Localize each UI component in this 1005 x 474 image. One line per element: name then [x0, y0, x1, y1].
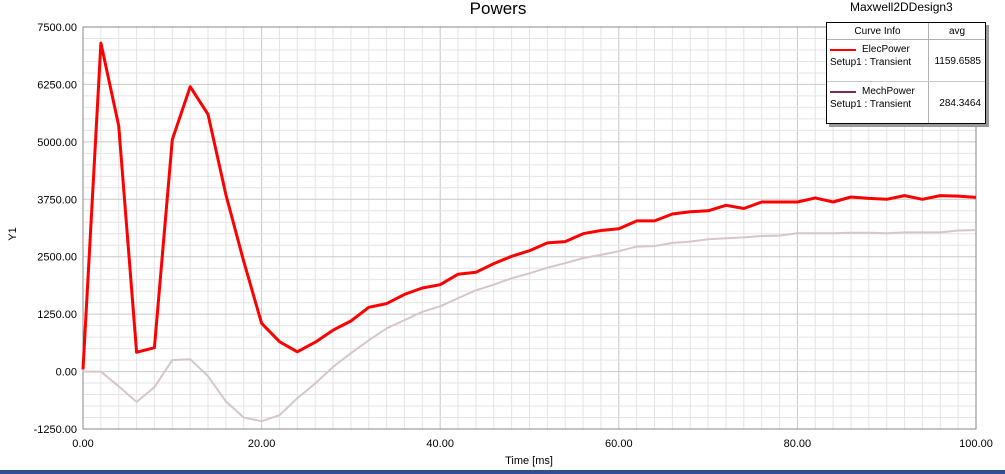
x-tick-label: 20.00 — [248, 438, 276, 450]
y-tick-label: 1250.00 — [37, 309, 77, 321]
legend-avg-cell: 284.3464 — [929, 82, 986, 124]
legend-avg-value: 284.3464 — [939, 98, 981, 109]
x-tick-label: 0.00 — [72, 438, 93, 450]
y-axis-label: Y1 — [7, 227, 19, 240]
plot-frame — [82, 26, 977, 430]
y-tick-label: -1250.00 — [34, 424, 77, 436]
x-tick-label: 60.00 — [605, 438, 633, 450]
legend-setup-name: Setup1 : Transient — [830, 57, 912, 68]
series-group — [81, 41, 977, 423]
legend-series-name: ElecPower — [862, 44, 910, 55]
legend-entry-elecpower[interactable]: ElecPower Setup1 : Transient 1159.6585 — [827, 39, 985, 82]
legend-swatch-mechpower — [830, 90, 856, 93]
legend-box[interactable]: Curve Info avg ElecPower Setup1 : Transi… — [826, 22, 986, 124]
design-name: Maxwell2DDesign3 — [850, 0, 953, 14]
legend-setup-name: Setup1 : Transient — [830, 99, 912, 110]
legend-avg-cell: 1159.6585 — [928, 39, 985, 82]
legend-swatch-elecpower — [830, 48, 856, 51]
legend-avg-value: 1159.6585 — [934, 56, 981, 67]
y-tick-label: 0.00 — [56, 367, 77, 379]
legend-entry-label: MechPower Setup1 : Transient — [827, 81, 929, 123]
y-tick-label: 2500.00 — [37, 252, 77, 264]
chart-title: Powers — [470, 0, 527, 18]
x-tick-label: 100.00 — [959, 438, 993, 450]
y-tick-label: 5000.00 — [37, 137, 77, 149]
legend-entry-mechpower[interactable]: MechPower Setup1 : Transient 284.3464 — [827, 81, 986, 124]
x-tick-label: 40.00 — [426, 438, 454, 450]
legend-series-name: MechPower — [862, 86, 915, 97]
x-tick-labels: 0.00 20.00 40.00 60.00 80.00 100.00 — [72, 438, 993, 450]
y-tick-label: 3750.00 — [37, 194, 77, 206]
x-axis-label: Time [ms] — [505, 455, 553, 467]
y-tick-label: 6250.00 — [37, 79, 77, 91]
y-tick-labels: -1250.00 0.00 1250.00 2500.00 3750.00 5000.00… — [34, 22, 77, 436]
y-tick-label: 7500.00 — [37, 22, 77, 34]
legend-table: Curve Info avg ElecPower Setup1 : Transi… — [827, 23, 985, 123]
series-line-elecpower[interactable] — [81, 41, 977, 370]
grid-lines — [82, 26, 977, 430]
legend-entry-label: ElecPower Setup1 : Transient — [827, 39, 929, 82]
legend-header-curve-info: Curve Info — [827, 23, 929, 40]
series-line-mechpower[interactable] — [83, 229, 977, 423]
legend-header-avg: avg — [928, 23, 985, 40]
legend-header-row: Curve Info avg — [827, 23, 985, 40]
x-tick-label: 80.00 — [784, 438, 812, 450]
window-bottom-border — [0, 470, 1005, 474]
